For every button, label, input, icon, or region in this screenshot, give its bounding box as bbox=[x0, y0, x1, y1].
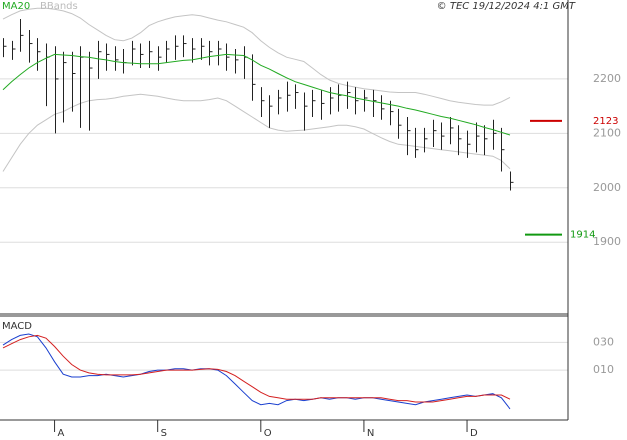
level-label: 2123 bbox=[593, 116, 618, 127]
macd-title: MACD bbox=[2, 321, 32, 332]
x-tick-label: D bbox=[470, 428, 478, 439]
y-tick-label: 1900 bbox=[593, 235, 621, 248]
y-tick-label: 2200 bbox=[593, 72, 621, 85]
x-tick-label: A bbox=[58, 428, 65, 439]
x-tick-label: O bbox=[264, 428, 272, 439]
y-tick-label: 2100 bbox=[593, 126, 621, 139]
macd-line bbox=[2, 334, 511, 403]
level-label: 1914 bbox=[570, 230, 595, 241]
bband-lower bbox=[2, 93, 511, 172]
marks bbox=[2, 7, 514, 410]
legend-ma20: MA20 bbox=[2, 1, 30, 12]
source: © TEC 19/12/2024 4:1 GMT bbox=[437, 1, 576, 12]
ma20-line bbox=[2, 53, 511, 136]
y-tick-label: 010 bbox=[593, 363, 614, 376]
y-tick-label: 030 bbox=[593, 335, 614, 348]
x-tick-label: N bbox=[367, 428, 374, 439]
legend-bbands: BBands bbox=[40, 1, 78, 12]
bband-upper bbox=[2, 7, 511, 106]
y-tick-label: 2000 bbox=[593, 181, 621, 194]
x-tick-label: S bbox=[161, 428, 167, 439]
grid bbox=[0, 78, 568, 371]
